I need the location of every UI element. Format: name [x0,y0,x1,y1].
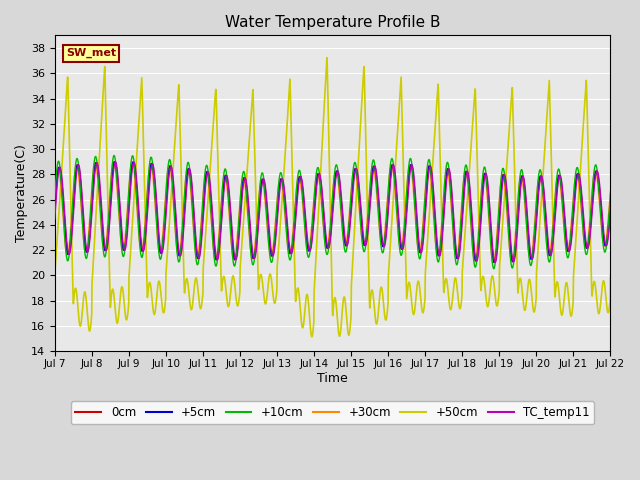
Legend: 0cm, +5cm, +10cm, +30cm, +50cm, TC_temp11: 0cm, +5cm, +10cm, +30cm, +50cm, TC_temp1… [70,401,595,424]
Text: SW_met: SW_met [66,48,116,58]
X-axis label: Time: Time [317,372,348,385]
Title: Water Temperature Profile B: Water Temperature Profile B [225,15,440,30]
Y-axis label: Temperature(C): Temperature(C) [15,144,28,242]
